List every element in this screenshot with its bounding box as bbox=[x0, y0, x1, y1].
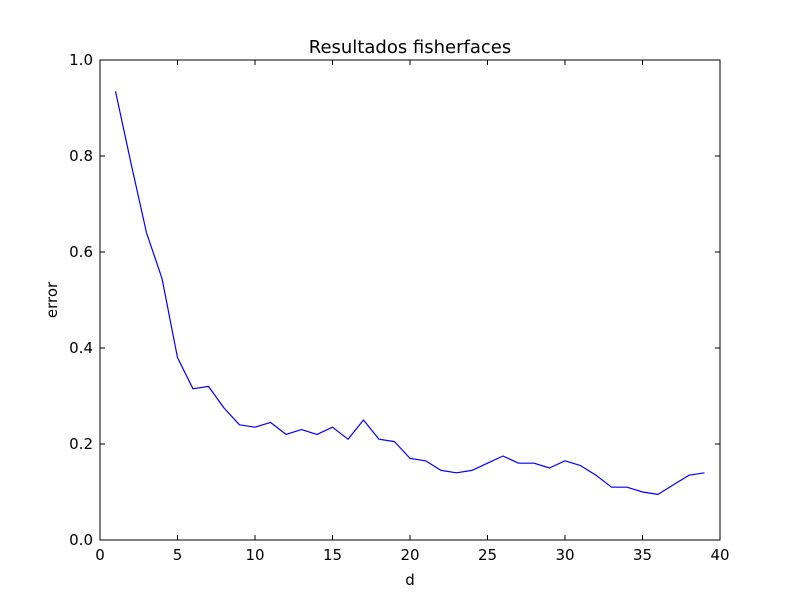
series-line-0 bbox=[114, 91, 705, 495]
plot-area bbox=[114, 91, 705, 495]
x-tick-label: 5 bbox=[173, 546, 183, 564]
y-axis-label: error bbox=[43, 281, 61, 318]
x-tick-label: 25 bbox=[478, 546, 497, 564]
y-tick-label: 0.2 bbox=[69, 435, 93, 453]
chart-title: Resultados fisherfaces bbox=[309, 37, 512, 58]
y-tick-label: 0.0 bbox=[69, 531, 93, 549]
plot-frame bbox=[99, 59, 721, 541]
x-tick-label: 10 bbox=[245, 546, 264, 564]
y-tick-label: 0.6 bbox=[69, 243, 93, 261]
x-tick-label: 20 bbox=[400, 546, 419, 564]
y-axis-ticks: 0.0 0.2 0.4 0.6 0.8 1.0 bbox=[69, 51, 720, 549]
y-tick-label: 0.4 bbox=[69, 339, 93, 357]
x-tick-label: 35 bbox=[633, 546, 652, 564]
x-tick-label: 30 bbox=[555, 546, 574, 564]
x-tick-label: 40 bbox=[710, 546, 729, 564]
x-axis-label: d bbox=[405, 571, 415, 589]
y-tick-label: 0.8 bbox=[69, 147, 93, 165]
y-tick-label: 1.0 bbox=[69, 51, 93, 69]
x-tick-label: 15 bbox=[323, 546, 342, 564]
x-axis-ticks: 0 5 10 15 20 25 30 35 40 bbox=[95, 60, 730, 564]
x-tick-label: 0 bbox=[95, 546, 105, 564]
